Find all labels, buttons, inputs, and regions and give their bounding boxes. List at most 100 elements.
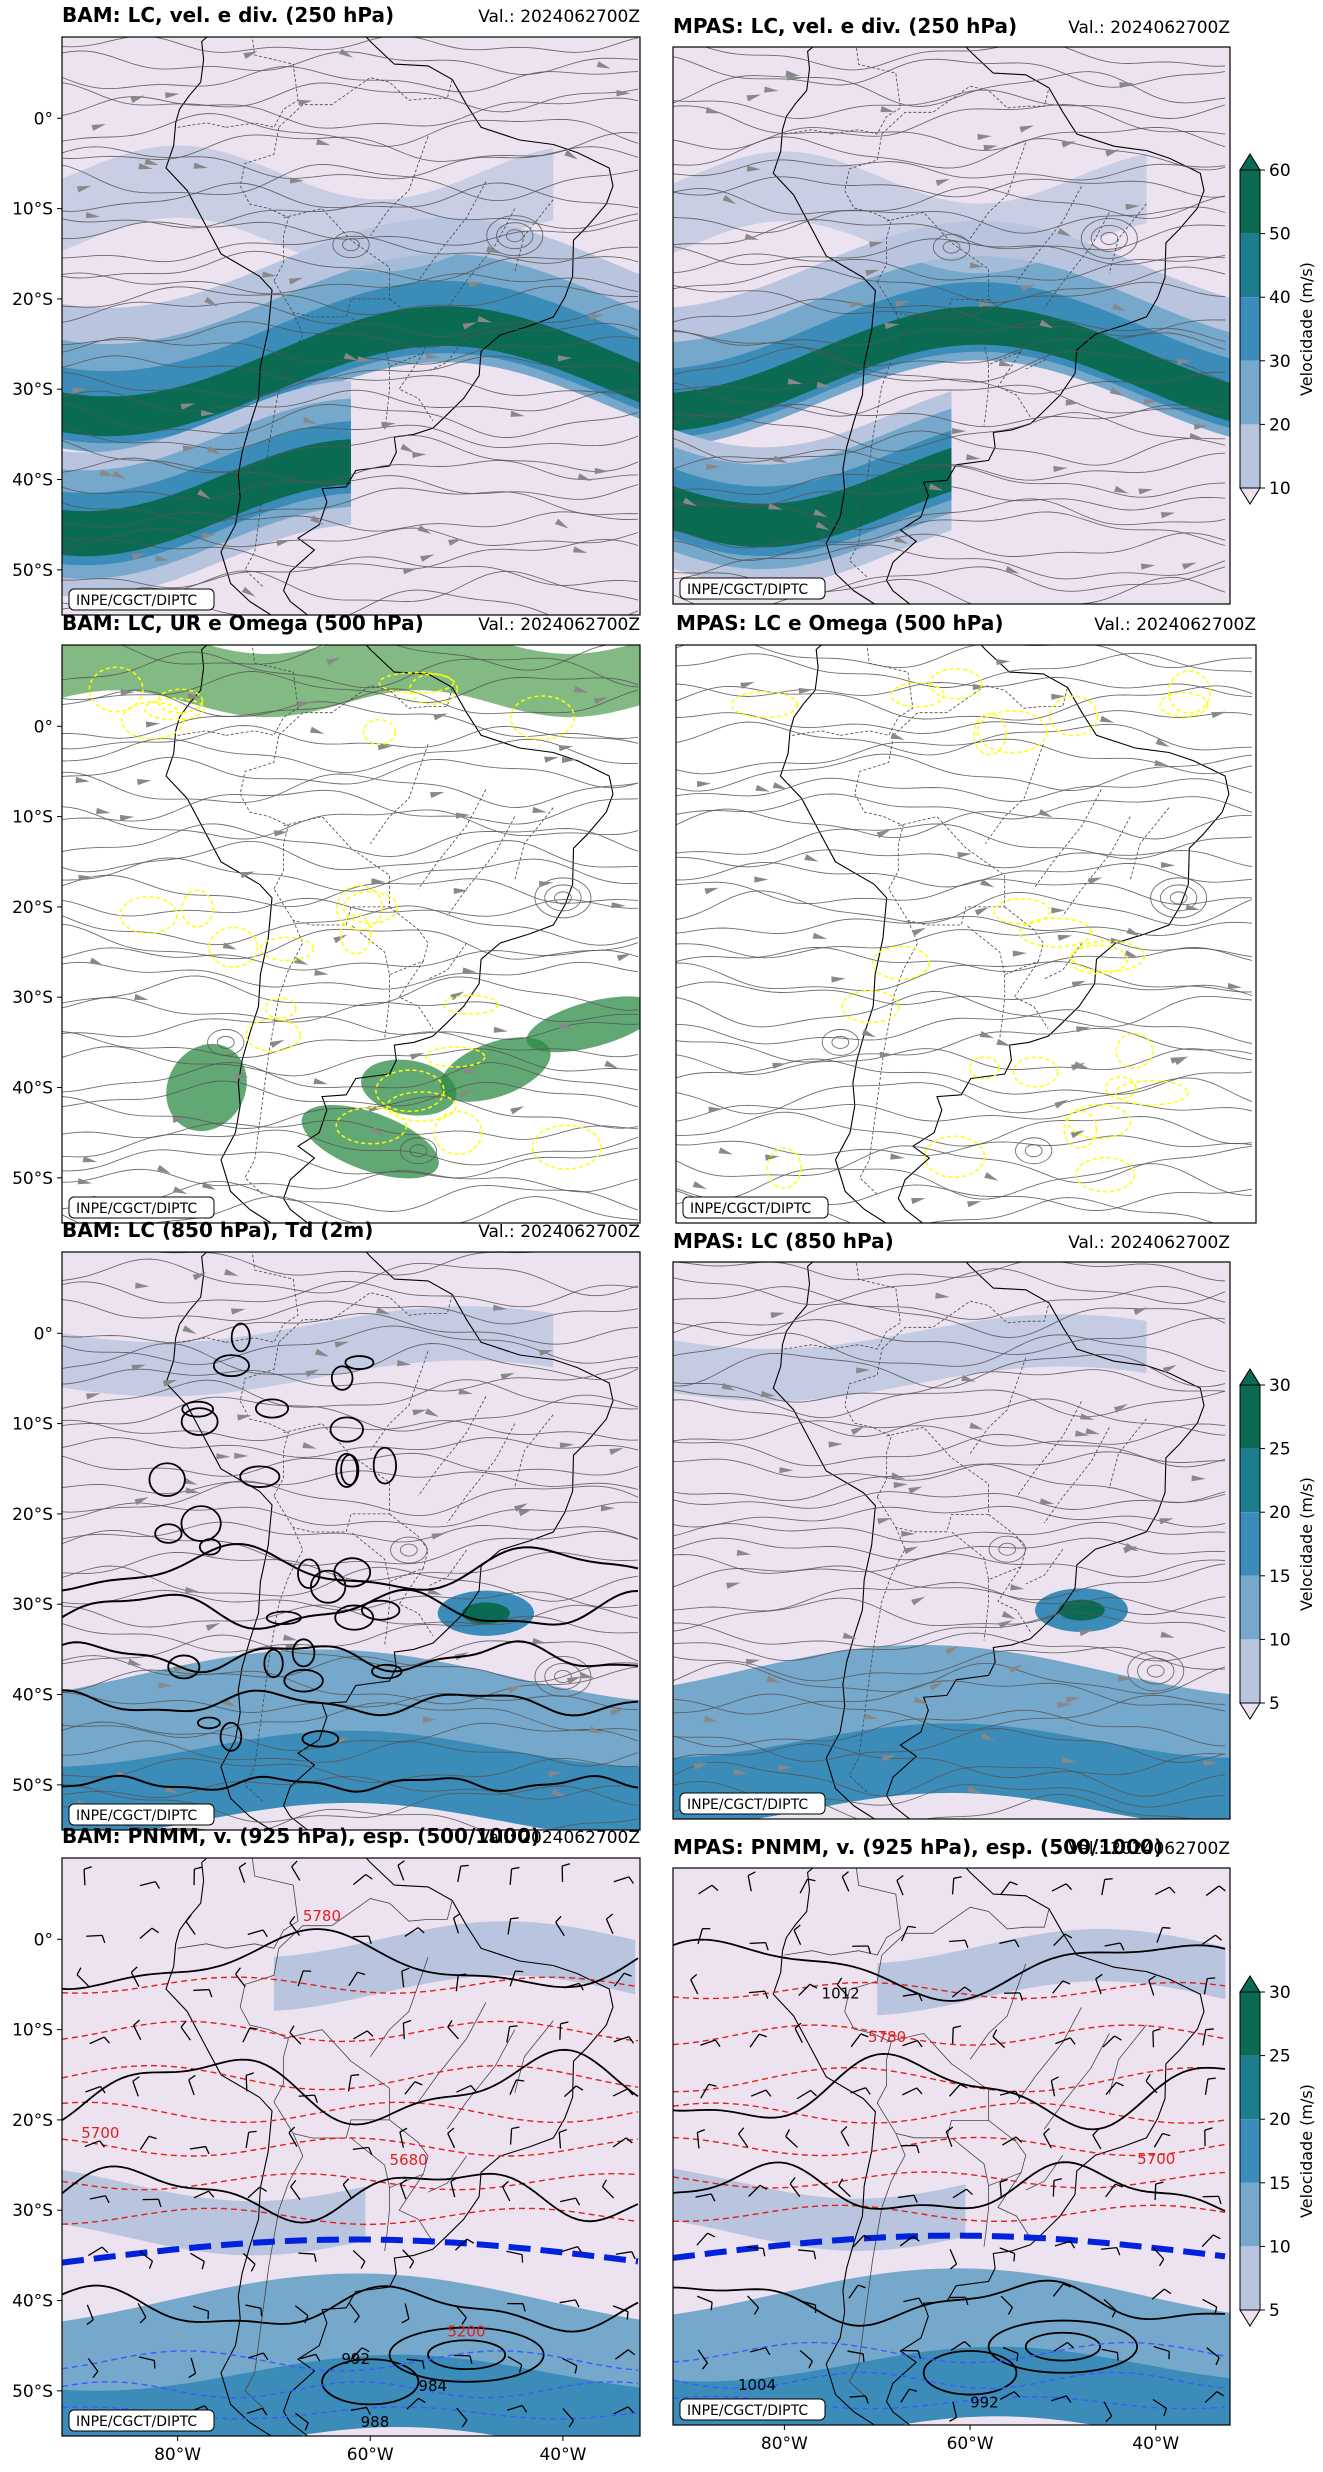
wind-barb [404, 1927, 419, 1938]
streamline [673, 89, 1226, 119]
colorbar-extend-max [1239, 1368, 1261, 1386]
streamline-arrow [961, 1374, 976, 1382]
streamline-arrow [554, 518, 569, 529]
map-panel-bam-925: 5780 5700 5680 5200 992 984 988 INPE/CGCT/DIPTC… [12, 1824, 641, 2465]
streamline [673, 1398, 1226, 1437]
wind-barb-flag [417, 1927, 425, 1934]
credit-box: INPE/CGCT/DIPTC [68, 1803, 215, 1826]
country-border [418, 1396, 487, 1497]
streamline-arrow [204, 296, 219, 307]
panel-title: MPAS: LC, vel. e div. (250 hPa) [673, 14, 1017, 38]
contour-dashed [673, 2102, 1226, 2124]
streamline-arrow [726, 1582, 741, 1589]
credit-text: INPE/CGCT/DIPTC [687, 1797, 808, 1813]
streamline-arrow [722, 194, 737, 205]
wind-barb [1100, 2246, 1117, 2250]
wind-barb-flag [409, 2261, 415, 2269]
wind-barb-flag [99, 2086, 106, 2094]
streamline-arrow [371, 878, 386, 885]
dewpoint-contour [371, 1663, 403, 1680]
wind-barb [749, 1941, 766, 1945]
wind-barb-flag [574, 2365, 578, 2374]
wind-barb [192, 2305, 209, 2312]
wind-barb-flag [1019, 1992, 1023, 2001]
streamline-arrow [772, 782, 788, 790]
wind-barb-flag [101, 2246, 109, 2254]
streamline [673, 412, 1226, 452]
wind-barb-flag [208, 1989, 213, 1998]
streamline [154, 1252, 639, 1276]
streamline-arrow [237, 1414, 252, 1421]
streamline-eddy [998, 1542, 1017, 1556]
omega-contour [1070, 940, 1146, 973]
streamline [673, 56, 1226, 88]
wind-barb-flag [288, 2126, 296, 2134]
wind-barb-flag [1013, 2391, 1021, 2398]
streamline [673, 1728, 1226, 1763]
wind-barb [352, 1935, 369, 1938]
streamline [62, 823, 639, 858]
streamline-arrow [180, 403, 196, 410]
wind-barb [455, 2238, 468, 2251]
wind-barb-flag [708, 2083, 717, 2087]
streamline-arrow [91, 124, 106, 131]
streamline [673, 1761, 1226, 1797]
credit-text: INPE/CGCT/DIPTC [76, 1808, 197, 1824]
streamline-arrow [935, 178, 951, 186]
wind-barb [509, 1970, 516, 1987]
map-panel-mpas-850: INPE/CGCT/DIPTC MPAS: LC (850 hPa) Val.: 2… [672, 1229, 1231, 1820]
colorbar-segment [1240, 2182, 1260, 2247]
dewpoint-contour [212, 1354, 250, 1378]
streamline-arrow [911, 1596, 926, 1606]
streamline-arrow [1125, 203, 1140, 210]
streamline [676, 878, 1253, 905]
wind-barb [899, 2235, 914, 2247]
colorbar-segment [1240, 1385, 1260, 1449]
wind-barb [1206, 2347, 1220, 2359]
contour-solid [673, 2279, 1226, 2327]
streamline [62, 355, 639, 382]
wind-barb-flag [999, 2178, 1008, 2183]
lon-tick-label: 80°W [761, 2434, 808, 2454]
omega-contour [340, 914, 372, 955]
omega-contour [342, 891, 398, 924]
wind-barb [1205, 1885, 1220, 1897]
lon-tick-label: 40°W [539, 2445, 586, 2465]
streamline [62, 1046, 639, 1077]
omega-contour [841, 989, 900, 1024]
streamline [62, 113, 639, 147]
wind-barb [799, 1878, 809, 1894]
wind-barb [509, 2079, 517, 2095]
streamline-arrow [262, 271, 277, 278]
wind-barb [951, 2027, 954, 2044]
streamline [62, 1030, 639, 1058]
streamline-arrow [424, 1408, 440, 1417]
wind-barb-flag [916, 2040, 923, 2048]
streamline-arrow [532, 1638, 547, 1645]
wind-barb-flag [863, 2234, 872, 2240]
contour-dashed [62, 2020, 639, 2043]
wind-barb [605, 1918, 614, 1934]
streamline-arrow [935, 1292, 950, 1299]
streamline-arrow [908, 1486, 923, 1494]
streamline [62, 321, 639, 349]
streamline [62, 1299, 639, 1325]
wind-barb [850, 2033, 862, 2048]
wind-barb [457, 1866, 462, 1882]
colorbar-cb-925: 5 10 15 20 25 30 Velocidade (m/s) [1239, 1975, 1316, 2327]
contour-label: 988 [361, 2413, 390, 2431]
streamline-arrow [561, 756, 577, 764]
speed-band [673, 2168, 966, 2251]
wind-barb-flag [912, 2235, 920, 2242]
omega-contour [378, 671, 455, 694]
wind-barb-flag [793, 1924, 801, 1931]
streamline-arrow [1160, 512, 1176, 519]
streamline [62, 961, 639, 990]
streamline-arrow [76, 185, 92, 193]
pressure-low-contour [922, 2350, 1018, 2396]
streamline-arrow [593, 697, 609, 705]
country-border [514, 1414, 554, 1487]
streamline-arrow [804, 854, 819, 862]
contour-solid [673, 2052, 1226, 2131]
streamline-eddy [390, 1536, 428, 1564]
